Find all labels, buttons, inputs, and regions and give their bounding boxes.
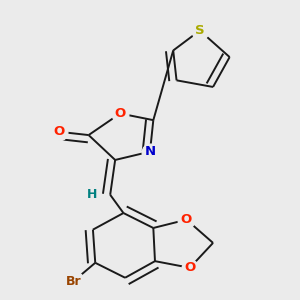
Text: O: O <box>184 261 195 274</box>
Text: N: N <box>144 145 156 158</box>
Text: O: O <box>115 107 126 120</box>
Text: O: O <box>53 125 64 138</box>
Text: S: S <box>195 24 205 37</box>
Text: O: O <box>181 213 192 226</box>
Text: Br: Br <box>66 274 82 288</box>
Text: H: H <box>87 188 97 201</box>
